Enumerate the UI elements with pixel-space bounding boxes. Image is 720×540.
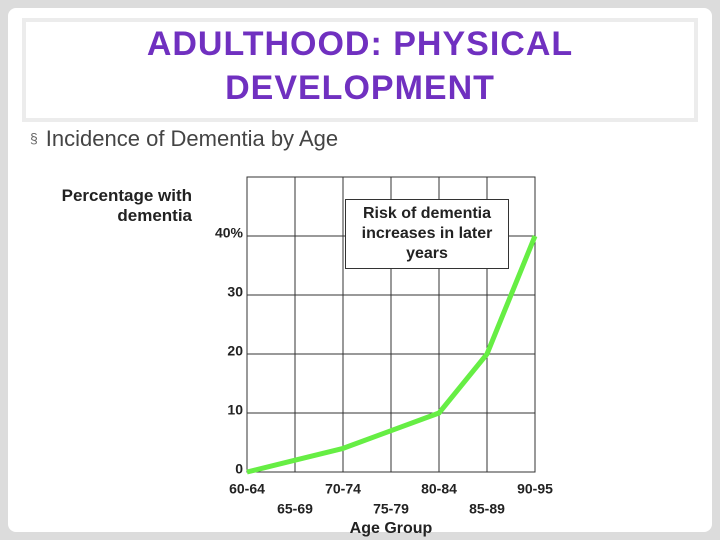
y-tick-label: 0 (235, 461, 243, 477)
x-tick-label: 60-64 (229, 481, 265, 497)
slide-title: ADULTHOOD: PHYSICAL DEVELOPMENT (146, 25, 574, 107)
data-line (246, 235, 538, 475)
x-tick-label: 75-79 (373, 501, 409, 517)
y-tick-label: 40% (215, 225, 244, 241)
x-tick-label: 70-74 (325, 481, 361, 497)
x-tick-label: 80-84 (421, 481, 457, 497)
y-tick-label: 20 (227, 343, 243, 359)
x-tick-label: 90-95 (517, 481, 553, 497)
y-tick-label: 30 (227, 284, 243, 300)
title-box (26, 22, 694, 118)
y-tick-label: 10 (227, 402, 243, 418)
annotation: Risk of dementia increases in later year… (345, 199, 509, 269)
bullet: Incidence of Dementia by Age (30, 126, 338, 152)
x-tick-label: 65-69 (277, 501, 313, 517)
x-axis-label: Age Group (350, 520, 433, 537)
x-tick-label: 85-89 (469, 501, 505, 517)
y-axis-label: Percentage with dementia (61, 186, 192, 225)
